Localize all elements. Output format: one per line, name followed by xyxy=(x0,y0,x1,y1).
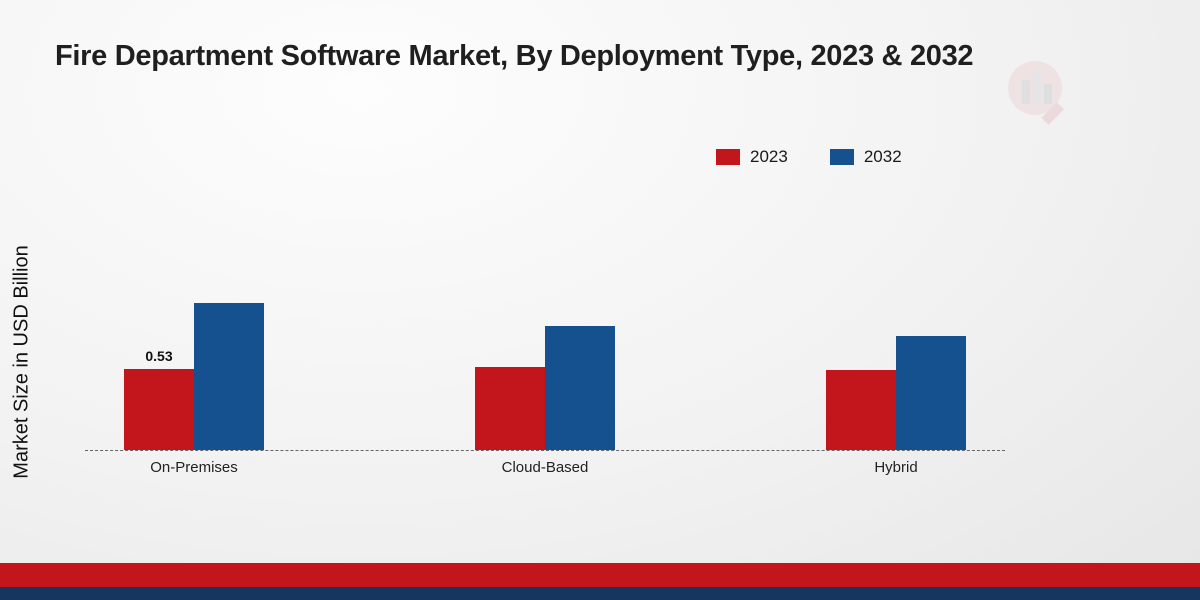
y-axis-label: Market Size in USD Billion xyxy=(10,245,33,479)
chart-title: Fire Department Software Market, By Depl… xyxy=(55,40,974,72)
legend-swatch xyxy=(716,149,740,165)
bar-2023-Cloud-Based xyxy=(475,367,545,450)
category-label-On-Premises: On-Premises xyxy=(150,459,238,476)
category-labels: On-Premises Cloud-Based Hybrid xyxy=(85,459,1005,476)
bar-2032-Cloud-Based xyxy=(545,326,615,450)
legend-item-2032: 2032 xyxy=(829,147,902,167)
category-label-Hybrid: Hybrid xyxy=(874,459,918,476)
bar-2032-On-Premises xyxy=(194,303,264,450)
bar-group-On-Premises: 0.53 xyxy=(124,303,264,450)
bar-2023-On-Premises: 0.53 xyxy=(124,348,194,450)
bar-group-Cloud-Based xyxy=(475,326,615,450)
watermark-logo xyxy=(1008,61,1065,125)
bar-value-label: 0.53 xyxy=(145,348,173,364)
legend-label: 2023 xyxy=(750,147,788,166)
legend: 2023 2032 xyxy=(716,147,902,167)
legend-item-2023: 2023 xyxy=(716,147,788,167)
category-label-Cloud-Based: Cloud-Based xyxy=(501,459,589,476)
bar-2023-Hybrid xyxy=(826,370,896,450)
bar-group-Hybrid xyxy=(826,336,966,450)
bar-chart: 0.53 On-Premises Cloud-Based Hybrid xyxy=(85,282,1005,476)
bar-2032-Hybrid xyxy=(896,336,966,450)
bar-groups: 0.53 xyxy=(85,282,1005,451)
legend-swatch xyxy=(829,149,854,165)
footer-red-stripe xyxy=(0,563,1200,587)
footer-navy-stripe xyxy=(0,587,1200,600)
legend-label: 2032 xyxy=(863,147,902,166)
